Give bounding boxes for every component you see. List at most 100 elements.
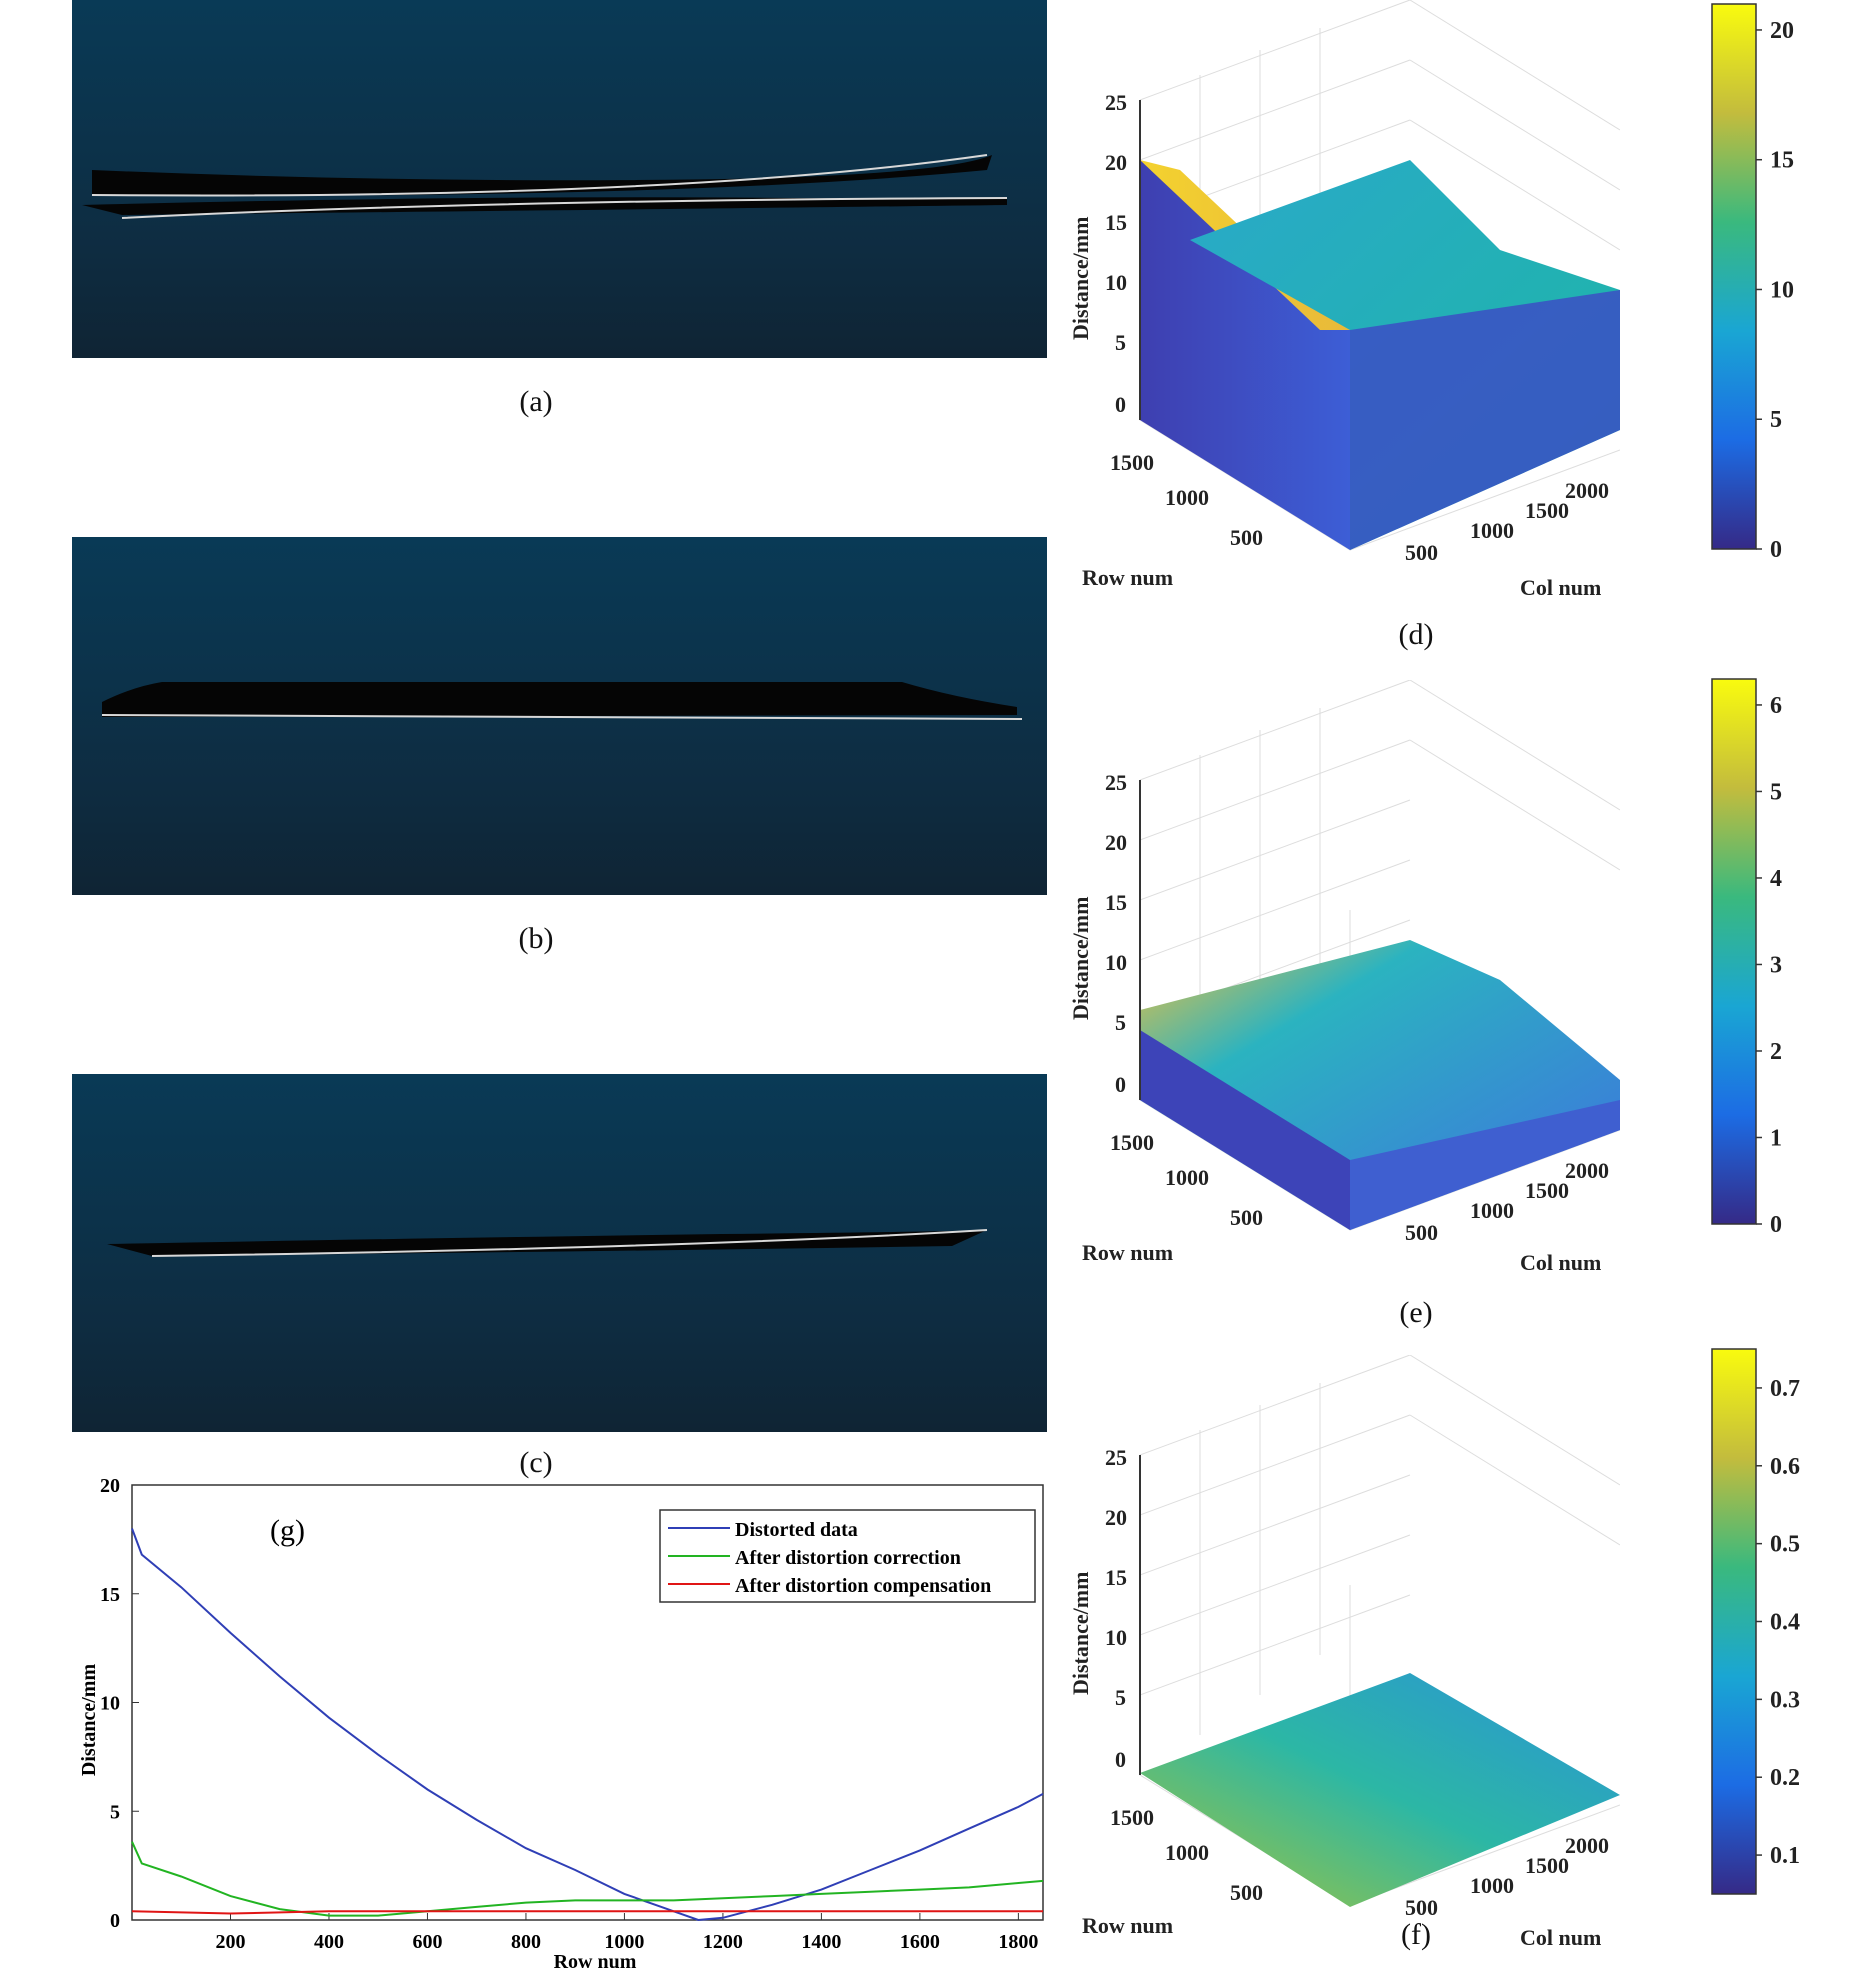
ztick-d: 0 <box>1115 392 1126 417</box>
rowtick-d: 1500 <box>1110 450 1154 475</box>
coltick-d: 1500 <box>1525 498 1569 523</box>
legend: Distorted data After distortion correcti… <box>659 1509 1036 1603</box>
legend-label: After distortion compensation <box>735 1575 991 1597</box>
rowtick-d: 1000 <box>1165 485 1209 510</box>
colorbar-e-ticks: 6 5 4 3 2 1 0 <box>1756 693 1782 1235</box>
rowtick-f: 1000 <box>1165 1840 1209 1865</box>
row-label-e: Row num <box>1082 1240 1173 1265</box>
panel-b-profile <box>101 682 1023 720</box>
colorbar-tick-label: 2 <box>1770 1039 1782 1065</box>
colorbar-tick-label: 6 <box>1770 693 1782 719</box>
panel-a-profile <box>82 154 1008 219</box>
x-axis-label-g: Row num <box>554 1951 637 1970</box>
colorbar-tick-label: 0.1 <box>1770 1843 1800 1869</box>
caption-g: (g) <box>270 1514 305 1547</box>
y-tick-label: 10 <box>100 1693 120 1715</box>
x-tick-label: 1000 <box>604 1931 644 1953</box>
rowtick-e: 1500 <box>1110 1130 1154 1155</box>
surface-side-d <box>1350 290 1620 550</box>
coltick-e: 500 <box>1405 1220 1438 1245</box>
colorbar-d-ticks: 20 15 10 5 0 <box>1756 18 1794 560</box>
panel-b-image <box>72 537 1047 895</box>
colorbar-tick-label: 0.2 <box>1770 1765 1800 1791</box>
ztick-d: 20 <box>1105 150 1127 175</box>
x-tick-label: 1800 <box>998 1931 1038 1953</box>
surface-plot-f: 25 20 15 10 5 0 1500 1000 500 500 1000 1… <box>1068 1355 1620 1950</box>
caption-d: (d) <box>1398 618 1434 651</box>
rowtick-f: 1500 <box>1110 1805 1154 1830</box>
col-label-f: Col num <box>1520 1925 1601 1950</box>
colorbar-tick-label: 1 <box>1770 1125 1782 1151</box>
ztick-f: 10 <box>1105 1625 1127 1650</box>
colorbar-tick-label: 5 <box>1770 407 1782 433</box>
caption-a: (a) <box>519 385 553 418</box>
colorbar-tick-label: 5 <box>1770 779 1782 805</box>
ztick-d: 10 <box>1105 270 1127 295</box>
rowtick-f: 500 <box>1230 1880 1263 1905</box>
surface-side-e <box>1350 1100 1620 1230</box>
coltick-e: 1500 <box>1525 1178 1569 1203</box>
series-distorted <box>131 1528 1044 1922</box>
y-tick-label: 5 <box>110 1801 120 1823</box>
caption-b: (b) <box>518 922 554 955</box>
zlabel-d: Distance/mm <box>1068 217 1093 340</box>
x-tick-label: 800 <box>511 1931 541 1953</box>
x-tick-label: 400 <box>314 1931 344 1953</box>
y-tick-label: 0 <box>110 1910 120 1932</box>
ztick-e: 25 <box>1105 770 1127 795</box>
ztick-e: 15 <box>1105 890 1127 915</box>
zlabel-e: Distance/mm <box>1068 897 1093 1020</box>
caption-e: (e) <box>1399 1296 1433 1329</box>
coltick-f: 500 <box>1405 1895 1438 1920</box>
colorbar-f: 0.7 0.6 0.5 0.4 0.3 0.2 0.1 <box>1711 1348 1800 1895</box>
colorbar-tick-label: 0 <box>1770 537 1782 560</box>
colorbar-tick-label: 3 <box>1770 952 1782 978</box>
x-tick-label: 1200 <box>703 1931 743 1953</box>
caption-f: (f) <box>1401 1918 1431 1951</box>
colorbar-tick-label: 0.4 <box>1770 1610 1800 1636</box>
ztick-d: 5 <box>1115 330 1126 355</box>
ztick-e: 10 <box>1105 950 1127 975</box>
series-compensation <box>131 1910 1043 1915</box>
ztick-d: 25 <box>1105 90 1127 115</box>
legend-label: Distorted data <box>735 1519 858 1541</box>
surface-front-d <box>1140 160 1350 550</box>
coltick-f: 1000 <box>1470 1873 1514 1898</box>
rowtick-e: 1000 <box>1165 1165 1209 1190</box>
row-label-f: Row num <box>1082 1913 1173 1938</box>
surface-plot-d: 25 20 15 10 5 0 1500 1000 500 500 1000 1… <box>1068 0 1620 600</box>
colorbar-tick-label: 0.3 <box>1770 1687 1800 1713</box>
panel-c-profile <box>107 1229 988 1257</box>
zlabel-f: Distance/mm <box>1068 1572 1093 1695</box>
y-tick-label: 20 <box>100 1475 120 1497</box>
axes-g: 200 400 600 800 1000 1200 1400 1600 1800 0 5 10 15 20 <box>100 1475 1044 1953</box>
surface-front-e <box>1140 1030 1350 1230</box>
ztick-e: 0 <box>1115 1072 1126 1097</box>
x-tick-label: 600 <box>412 1931 442 1953</box>
rowtick-d: 500 <box>1230 525 1263 550</box>
colorbar-tick-label: 0.7 <box>1770 1376 1800 1402</box>
ztick-f: 5 <box>1115 1685 1126 1710</box>
coltick-f: 1500 <box>1525 1853 1569 1878</box>
colorbar-f-ticks: 0.7 0.6 0.5 0.4 0.3 0.2 0.1 <box>1756 1376 1800 1869</box>
colorbar-tick-label: 10 <box>1770 277 1794 303</box>
ztick-f: 20 <box>1105 1505 1127 1530</box>
colorbar-tick-label: 20 <box>1770 18 1794 44</box>
colorbar-tick-label: 15 <box>1770 148 1794 174</box>
ztick-f: 15 <box>1105 1565 1127 1590</box>
caption-c: (c) <box>519 1446 553 1479</box>
colorbar-tick-label: 0 <box>1770 1212 1782 1235</box>
coltick-e: 1000 <box>1470 1198 1514 1223</box>
colorbar-e: 6 5 4 3 2 1 0 <box>1711 678 1782 1235</box>
x-tick-label: 200 <box>215 1931 245 1953</box>
legend-label: After distortion correction <box>735 1547 961 1569</box>
y-tick-label: 15 <box>100 1584 120 1606</box>
panel-a-image <box>72 0 1047 358</box>
colorbar-d: 20 15 10 5 0 <box>1711 3 1794 560</box>
ztick-e: 5 <box>1115 1010 1126 1035</box>
coltick-d: 500 <box>1405 540 1438 565</box>
ztick-f: 0 <box>1115 1747 1126 1772</box>
series-correction <box>131 1841 1044 1917</box>
colorbar-tick-label: 0.6 <box>1770 1454 1800 1480</box>
y-axis-label-g: Distance/mm <box>78 1664 100 1777</box>
